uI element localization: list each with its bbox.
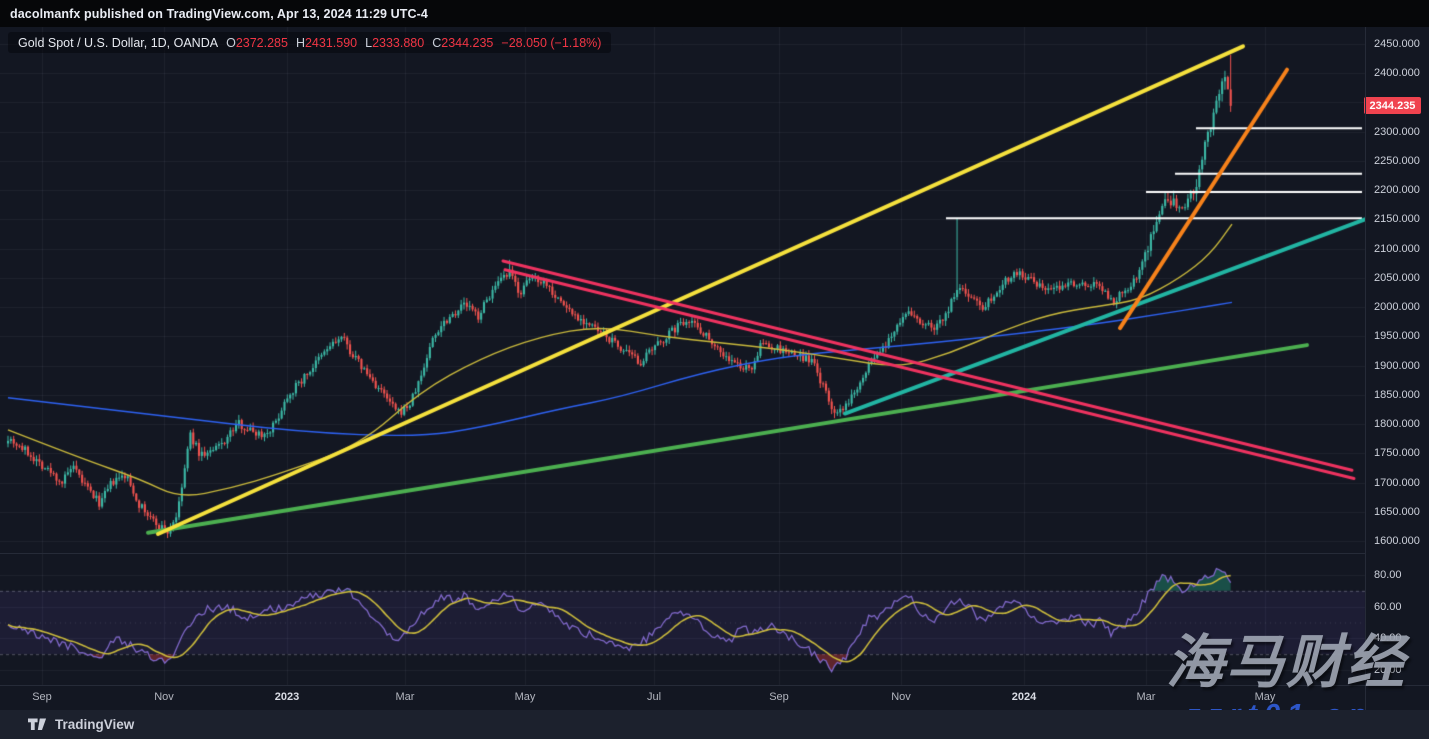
price-axis-label: 2250.000 [1374,154,1420,167]
time-axis-year-label: 2024 [1011,691,1037,703]
change-value: −28.050 (−1.18%) [501,35,602,50]
time-axis-month-label: Jul [646,691,662,703]
ohlc-key: C [432,35,442,50]
price-axis-label: 2000.000 [1374,301,1420,314]
publish-header: dacolmanfx published on TradingView.com,… [0,0,1429,27]
price-axis-label: 1900.000 [1374,359,1420,372]
ohlc-key: L [365,35,373,50]
price-axis-label: 1850.000 [1374,388,1420,401]
ohlc-key: O [226,35,236,50]
price-axis-label: 2150.000 [1374,213,1420,226]
price-axis-label: 2300.000 [1374,125,1420,138]
tradingview-brand[interactable]: TradingView [55,717,135,732]
price-axis-label: 1800.000 [1374,418,1420,431]
time-axis-month-label: Sep [32,691,52,703]
price-axis-label: 2400.000 [1374,67,1420,80]
footer-bar: TradingView [0,710,1429,739]
price-axis-label: 1950.000 [1374,330,1420,343]
price-axis-label: 2450.000 [1374,38,1420,50]
rsi-axis-label: 20.00 [1374,663,1402,676]
watermark-chinese: 海马财经 [1166,630,1407,695]
ohlc-key: H [295,35,305,50]
rsi-axis-label: 60.00 [1374,600,1402,613]
time-axis-month-label: Mar [1136,691,1156,703]
time-axis-month-label: May [1254,691,1276,703]
price-axis-label: 1700.000 [1374,476,1420,489]
ohlc-value: 2333.880 [372,35,425,50]
time-axis-month-label: Sep [769,691,789,703]
price-axis-label: 2100.000 [1374,242,1420,255]
ohlc-value: 2344.235 [441,35,494,50]
ohlc-value: 2372.285 [235,35,288,50]
ohlc-value: 2431.590 [304,35,358,50]
price-axis-label: 1750.000 [1374,447,1420,460]
tradingview-logo-icon[interactable] [28,717,47,732]
price-axis-label: 1650.000 [1374,505,1420,518]
pane-separator[interactable] [0,553,1365,554]
time-axis-border [0,685,1429,686]
time-axis-month-label: May [514,691,536,703]
rsi-axis-label: 40.00 [1374,632,1402,645]
price-axis-border [1365,27,1366,710]
rsi-axis-label: 80.00 [1374,569,1402,581]
time-axis-month-label: Mar [395,691,415,703]
ohlc-values: O2372.285 H2431.590 L2333.880 C2344.235 [218,36,493,50]
price-axis-label: 2200.000 [1374,184,1420,197]
time-axis-year-label: 2023 [274,691,300,703]
symbol-title[interactable]: Gold Spot / U.S. Dollar, 1D, OANDA [18,35,219,50]
last-price-label: 2344.235 [1364,97,1421,115]
price-axis-label: 1600.000 [1374,534,1420,547]
time-axis-month-label: Nov [154,691,174,703]
symbol-legend: Gold Spot / U.S. Dollar, 1D, OANDA O2372… [8,32,612,53]
publish-text: dacolmanfx published on TradingView.com,… [10,6,428,21]
price-axis-label: 2050.000 [1374,271,1420,284]
time-axis-month-label: Nov [891,691,911,703]
